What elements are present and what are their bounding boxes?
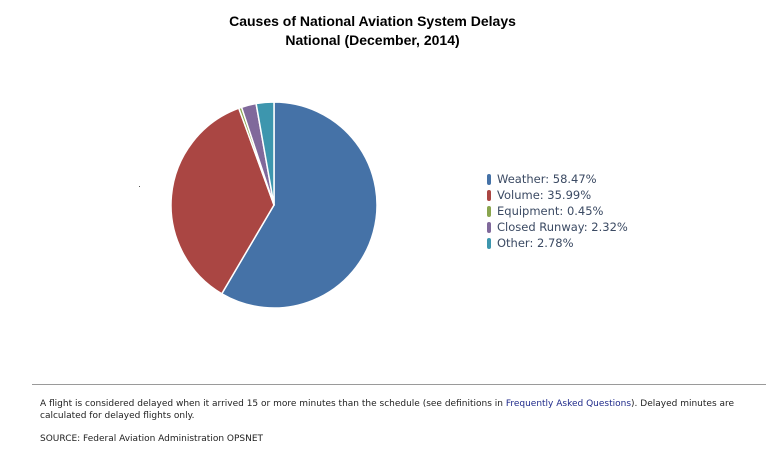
pie-slice-volume[interactable] [170,107,275,295]
chart-title: Causes of National Aviation System Delay… [229,13,516,29]
legend-item-weather[interactable]: Weather: 58.47% [487,171,628,187]
footer-divider [32,384,766,385]
legend-label: Weather: 58.47% [497,172,597,186]
legend-swatch [487,173,491,185]
footnote-text-before: A flight is considered delayed when it a… [40,399,506,409]
legend-label: Equipment: 0.45% [497,204,604,218]
chart-title-block: Causes of National Aviation System Delay… [0,12,745,50]
legend-item-other[interactable]: Other: 2.78% [487,235,628,251]
legend-item-volume[interactable]: Volume: 35.99% [487,187,628,203]
pie-slice-other[interactable] [255,101,275,206]
legend-label: Volume: 35.99% [497,188,592,202]
faq-link[interactable]: Frequently Asked Questions [505,399,632,409]
chart-legend: Weather: 58.47% Volume: 35.99% Equipment… [487,171,628,251]
legend-swatch [487,189,491,201]
legend-item-closed-runway[interactable]: Closed Runway: 2.32% [487,219,628,235]
chart-subtitle: National (December, 2014) [285,32,460,48]
pie-slice-weather[interactable] [221,101,378,309]
footnote-text-after: ). Delayed minutes are calculated for de… [40,399,735,421]
legend-swatch [487,205,491,217]
pie-chart [170,101,378,309]
stray-dot [139,186,140,187]
legend-swatch [487,221,491,233]
footnote: A flight is considered delayed when it a… [40,398,740,422]
legend-label: Other: 2.78% [497,236,574,250]
source-note: SOURCE: Federal Aviation Administration … [40,434,264,444]
legend-swatch [487,237,491,249]
legend-label: Closed Runway: 2.32% [497,220,628,234]
legend-item-equipment[interactable]: Equipment: 0.45% [487,203,628,219]
